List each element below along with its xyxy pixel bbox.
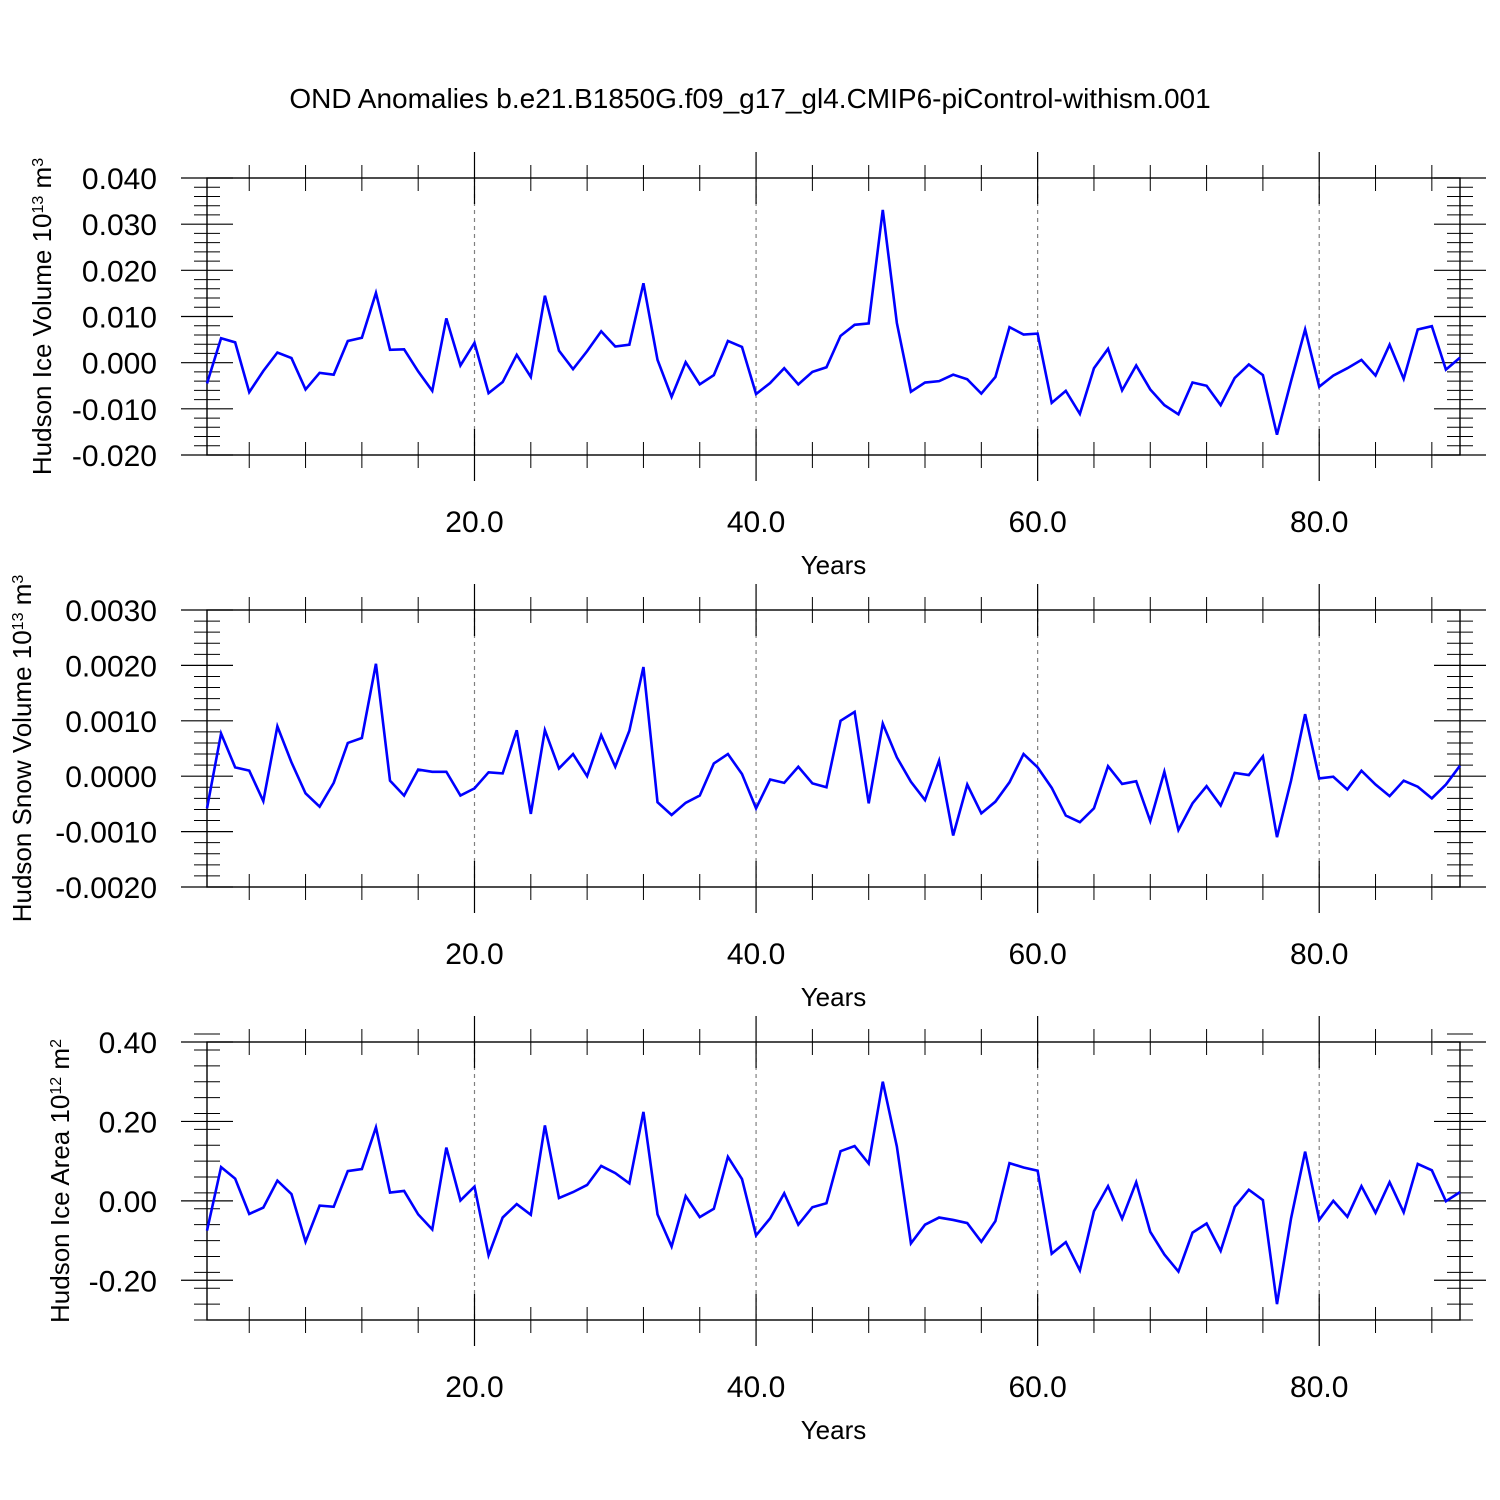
- plot-frame: [206, 609, 1461, 888]
- y-tick-label: 0.40: [99, 1027, 157, 1060]
- y-tick-label: -0.20: [89, 1265, 157, 1298]
- x-tick-label: 20.0: [445, 1371, 503, 1404]
- x-tick-label: 20.0: [445, 938, 503, 971]
- y-tick-label: -0.0010: [55, 817, 157, 850]
- x-tick-label: 80.0: [1290, 938, 1348, 971]
- x-axis-title: Years: [801, 1415, 867, 1445]
- x-tick-label: 60.0: [1008, 1371, 1066, 1404]
- x-tick-label: 40.0: [727, 506, 785, 539]
- panel-snow-volume: -0.0020 -0.0010 0.0000 0.0010 0.0020 0.0030 20…: [7, 575, 1486, 1012]
- y-tick-label: 0.040: [82, 163, 157, 196]
- y-axis-title-exponent: 13: [10, 612, 27, 630]
- y-tick-label: 0.00: [99, 1186, 157, 1219]
- y-tick-label: -0.0020: [55, 872, 157, 905]
- y-tick-label: -0.010: [72, 394, 157, 427]
- series-line: [205, 1081, 1461, 1305]
- x-axis-title: Years: [801, 550, 867, 580]
- y-axis-title-unit: m: [45, 1048, 75, 1077]
- x-tick-label: 80.0: [1290, 1371, 1348, 1404]
- y-tick-label: -0.020: [72, 440, 157, 473]
- plot-frame: [206, 1041, 1461, 1321]
- y-tick-label: 0.0000: [65, 761, 157, 794]
- y-tick-label: 0.0020: [65, 650, 157, 683]
- y-axis-title-exponent: 13: [30, 196, 47, 214]
- panel-ice-volume: -0.020 -0.010 0.000 0.010 0.020 0.030 0.040 20.…: [27, 152, 1486, 580]
- figure-title: OND Anomalies b.e21.B1850G.f09_g17_gl4.C…: [289, 83, 1210, 114]
- y-axis-title: Hudson Ice Volume 1013 m3: [27, 158, 57, 475]
- x-tick-label: 20.0: [445, 506, 503, 539]
- y-tick-label: 0.000: [82, 348, 157, 381]
- y-tick-label: 0.0030: [65, 595, 157, 628]
- y-tick-label: 0.0010: [65, 706, 157, 739]
- panel-ice-area: -0.20 0.00 0.20 0.40 20.0 40.0 60.0 80.0 Years Hu…: [45, 1016, 1486, 1445]
- y-axis-title-text: Hudson Snow Volume 10: [7, 630, 37, 922]
- y-axis-title-unit-exponent: 2: [48, 1039, 65, 1048]
- y-tick-label: 0.020: [82, 255, 157, 288]
- x-tick-label: 60.0: [1008, 506, 1066, 539]
- y-axis-title-unit: m: [27, 167, 57, 196]
- y-axis-title-unit: m: [7, 584, 37, 613]
- y-axis-title-exponent: 12: [48, 1077, 65, 1095]
- y-axis-title: Hudson Snow Volume 1013 m3: [7, 575, 37, 923]
- series-line: [205, 209, 1461, 436]
- x-tick-label: 80.0: [1290, 506, 1348, 539]
- y-tick-label: 0.010: [82, 302, 157, 335]
- series-line: [205, 663, 1462, 838]
- x-axis-title: Years: [801, 982, 867, 1012]
- y-tick-label: 0.20: [99, 1106, 157, 1139]
- x-tick-label: 40.0: [727, 938, 785, 971]
- y-axis-title-text: Hudson Ice Area 10: [45, 1095, 75, 1323]
- y-tick-label: 0.030: [82, 209, 157, 242]
- x-tick-label: 60.0: [1008, 938, 1066, 971]
- y-axis-title-unit-exponent: 3: [10, 575, 27, 584]
- y-axis-title-text: Hudson Ice Volume 10: [27, 213, 57, 475]
- y-axis-title-unit-exponent: 3: [30, 158, 47, 167]
- y-axis-title: Hudson Ice Area 1012 m2: [45, 1039, 75, 1323]
- x-tick-label: 40.0: [727, 1371, 785, 1404]
